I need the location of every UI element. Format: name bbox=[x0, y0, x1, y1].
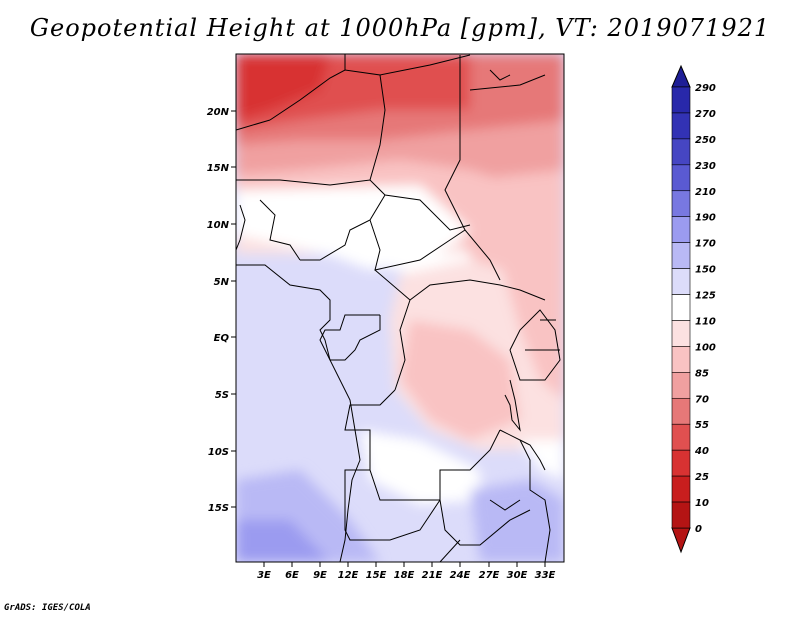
lon-label: 18E bbox=[394, 570, 415, 581]
colorbar-label: 270 bbox=[695, 109, 716, 120]
colorbar-top-arrow bbox=[671, 64, 691, 88]
colorbar-cell bbox=[671, 475, 691, 503]
colorbar-label: 125 bbox=[695, 291, 716, 302]
colorbar-cell bbox=[671, 346, 691, 373]
chart-title: Geopotential Height at 1000hPa [gpm], VT… bbox=[29, 14, 771, 42]
colorbar-cell bbox=[671, 242, 691, 269]
colorbar-label: 100 bbox=[695, 342, 716, 353]
lon-label: 3E bbox=[257, 570, 271, 581]
colorbar-cell bbox=[671, 86, 691, 114]
lon-label: 6E bbox=[285, 570, 299, 581]
lon-label: 27E bbox=[479, 570, 500, 581]
colorbar-cell bbox=[671, 294, 691, 321]
lat-label: EQ bbox=[214, 333, 230, 344]
colorbar-cell bbox=[671, 138, 691, 166]
lat-label: 5S bbox=[215, 390, 229, 401]
colorbar-label: 250 bbox=[695, 135, 716, 146]
colorbar-label: 40 bbox=[694, 446, 709, 457]
colorbar-cell bbox=[671, 372, 691, 399]
colorbar-label: 150 bbox=[695, 265, 716, 276]
country-borders bbox=[236, 54, 561, 562]
lat-label: 5N bbox=[214, 277, 230, 288]
colorbar-cell bbox=[671, 164, 691, 192]
colorbar-label: 70 bbox=[695, 394, 709, 405]
colorbar-cell bbox=[671, 216, 691, 243]
lon-label: 12E bbox=[338, 570, 359, 581]
lat-label: 10N bbox=[207, 220, 230, 231]
colorbar: 2902702502302101901701501251101008570554… bbox=[671, 64, 716, 554]
colorbar-label: 170 bbox=[695, 239, 716, 250]
lat-label: 15N bbox=[207, 163, 230, 174]
colorbar-label: 10 bbox=[695, 498, 709, 509]
colorbar-cell bbox=[671, 320, 691, 347]
colorbar-label: 85 bbox=[695, 368, 709, 379]
lon-label: 33E bbox=[535, 570, 556, 581]
lat-label: 10S bbox=[208, 447, 229, 458]
map-frame bbox=[235, 53, 565, 563]
lon-label: 21E bbox=[422, 570, 443, 581]
lon-label: 15E bbox=[366, 570, 387, 581]
colorbar-cell bbox=[671, 397, 691, 425]
lon-axis: 3E 6E 9E 12E 15E 18E 21E 24E 27E 30E 33E bbox=[257, 562, 556, 581]
colorbar-cell bbox=[671, 268, 691, 295]
geopotential-field bbox=[236, 54, 564, 562]
colorbar-label: 190 bbox=[695, 213, 716, 224]
colorbar-bottom-arrow bbox=[671, 527, 691, 554]
colorbar-label: 0 bbox=[695, 524, 702, 535]
lat-label: 15S bbox=[208, 503, 229, 514]
lon-label: 24E bbox=[450, 570, 471, 581]
colorbar-cell bbox=[671, 501, 691, 529]
colorbar-label: 110 bbox=[695, 316, 716, 327]
lon-label: 9E bbox=[313, 570, 327, 581]
colorbar-label: 230 bbox=[695, 161, 716, 172]
colorbar-cell bbox=[671, 449, 691, 477]
lat-label: 20N bbox=[207, 107, 230, 118]
lat-axis: 20N 15N 10N 5N EQ 5S 10S 15S bbox=[207, 107, 236, 514]
colorbar-cell bbox=[671, 423, 691, 451]
lon-label: 30E bbox=[507, 570, 528, 581]
colorbar-label: 210 bbox=[695, 187, 716, 198]
colorbar-cell bbox=[671, 112, 691, 140]
colorbar-label: 55 bbox=[695, 420, 709, 431]
colorbar-label: 25 bbox=[695, 472, 709, 483]
colorbar-label: 290 bbox=[695, 83, 716, 94]
grads-credit: GrADS: IGES/COLA bbox=[4, 603, 91, 613]
colorbar-cell bbox=[671, 190, 691, 218]
